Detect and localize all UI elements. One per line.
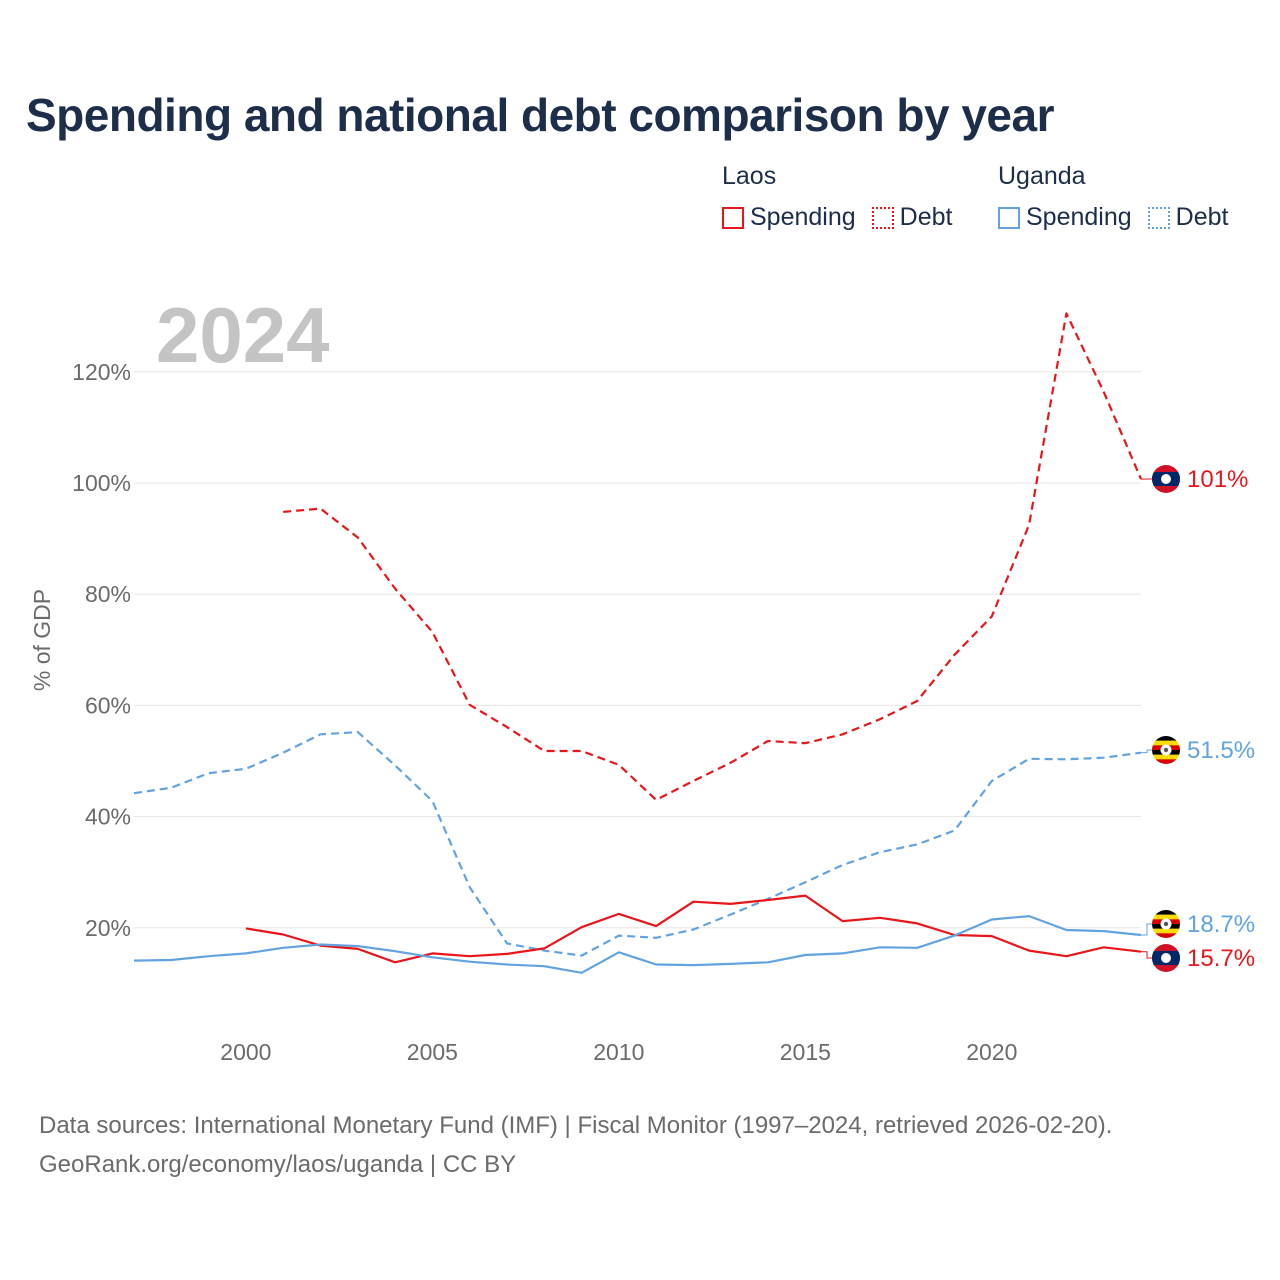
y-axis-label: % of GDP: [29, 589, 55, 691]
x-axis-ticks: 2000 2005 2010 2015 2020: [220, 1039, 1017, 1065]
footer: Data sources: International Monetary Fun…: [39, 1106, 1112, 1184]
legend-group-uganda-label: Uganda: [998, 162, 1086, 190]
series-line-uganda-spending[interactable]: [133, 915, 1142, 974]
end-connector: [1141, 749, 1152, 754]
legend-group-laos: Laos Spending Debt: [722, 162, 968, 232]
legend-swatch-uganda-spending: [998, 206, 1020, 229]
legend-item-laos-spending[interactable]: Spending: [722, 203, 856, 232]
y-tick-label: 20%: [85, 915, 131, 941]
series-lines: [133, 312, 1143, 974]
legend-group-laos-label: Laos: [722, 162, 777, 190]
legend-swatch-uganda-debt: [1147, 206, 1170, 229]
footer-credit[interactable]: GeoRank.org/economy/laos/uganda | CC BY: [39, 1151, 517, 1178]
y-tick-label: 80%: [85, 581, 131, 607]
series-line-laos-spending[interactable]: [245, 894, 1142, 964]
end-value-label: 18.7%: [1187, 911, 1255, 938]
x-tick-label: 2010: [593, 1039, 644, 1065]
series-end-labels: 101% 51.5% 15.7% 18.7%: [1141, 465, 1255, 972]
legend-group-uganda: Uganda Spending Debt: [998, 162, 1244, 232]
year-label: 2024: [156, 291, 330, 379]
uganda-flag-icon: [1152, 910, 1180, 938]
end-connector: [1141, 923, 1152, 936]
chart-title: Spending and national debt comparison by…: [26, 89, 1055, 141]
y-tick-label: 100%: [72, 470, 131, 496]
x-tick-label: 2005: [407, 1039, 458, 1065]
grid-lines: [134, 371, 1141, 929]
end-value-label: 51.5%: [1187, 737, 1255, 764]
x-tick-label: 2015: [780, 1039, 831, 1065]
legend-item-uganda-debt[interactable]: Debt: [1147, 203, 1229, 232]
end-value-label: 15.7%: [1187, 945, 1255, 972]
series-line-uganda-debt[interactable]: [133, 731, 1142, 957]
laos-flag-icon: [1152, 465, 1180, 493]
legend-swatch-laos-debt: [871, 206, 894, 229]
footer-sources: Data sources: International Monetary Fun…: [39, 1112, 1113, 1139]
legend-item-uganda-spending[interactable]: Spending: [998, 203, 1132, 232]
y-tick-label: 40%: [85, 804, 131, 830]
y-axis-ticks: 20% 40% 60% 80% 100% 120%: [72, 359, 131, 941]
x-tick-label: 2000: [220, 1039, 271, 1065]
end-value-label: 101%: [1187, 466, 1248, 493]
legend-swatch-laos-spending: [722, 206, 744, 229]
y-tick-label: 60%: [85, 692, 131, 718]
legend-item-laos-debt[interactable]: Debt: [871, 203, 953, 232]
legend-label-uganda-spending: Spending: [1026, 203, 1132, 231]
series-line-laos-debt[interactable]: [283, 312, 1143, 801]
legend-label-laos-spending: Spending: [750, 203, 856, 231]
end-connector: [1141, 951, 1152, 959]
legend-label-uganda-debt: Debt: [1175, 203, 1229, 231]
legend-label-laos-debt: Debt: [899, 203, 953, 231]
x-tick-label: 2020: [966, 1039, 1017, 1065]
y-tick-label: 120%: [72, 359, 131, 385]
uganda-flag-icon: [1152, 736, 1180, 764]
laos-flag-icon: [1152, 944, 1180, 972]
